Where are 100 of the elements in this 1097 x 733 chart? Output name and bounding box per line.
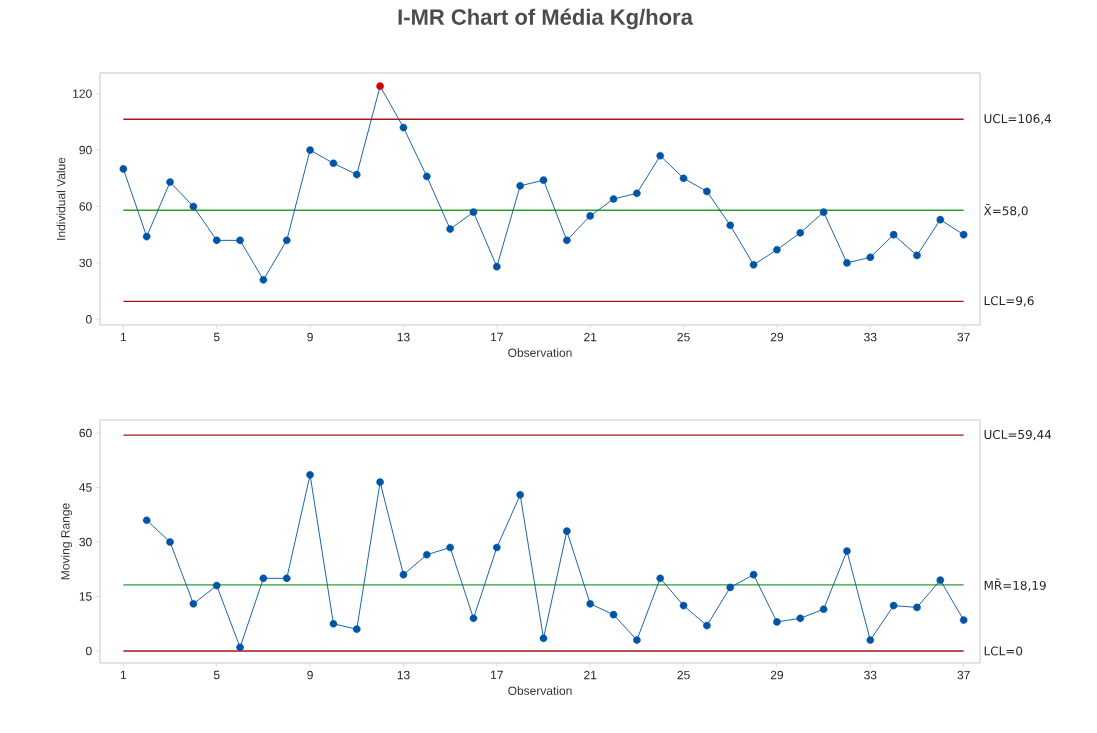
x-tick-label: 13 [397, 670, 410, 680]
point [679, 601, 688, 610]
point [609, 610, 618, 619]
point [563, 527, 571, 535]
point [212, 236, 221, 245]
point [913, 251, 921, 260]
y-axis-title: Moving Range [60, 503, 72, 580]
point [959, 230, 968, 239]
point [166, 538, 174, 546]
ref-line-label: UCL=59,44 [984, 429, 1052, 441]
point [889, 230, 898, 239]
point [376, 82, 384, 90]
ref-line-label: X̄=58,0 [983, 204, 1028, 217]
point [609, 195, 618, 203]
x-tick-label: 17 [491, 670, 503, 680]
point [913, 603, 921, 612]
chart-title: I-MR Chart of Média Kg/hora [398, 8, 694, 30]
y-tick-label: 30 [79, 258, 92, 268]
ref-line-label: MR̄=18,19 [984, 578, 1046, 592]
x-tick-label: 33 [864, 670, 877, 680]
y-axis-title: Individual Value [56, 157, 66, 240]
point [843, 547, 851, 555]
x-tick-label: 21 [584, 670, 597, 680]
point [936, 215, 945, 224]
x-tick-label: 21 [584, 332, 597, 342]
point [843, 259, 851, 267]
x-tick-label: 29 [770, 670, 784, 680]
point [749, 261, 758, 269]
point [423, 172, 431, 181]
y-tick-label: 60 [79, 428, 92, 438]
x-tick-label: 25 [677, 332, 690, 342]
ref-line-label: LCL=0 [984, 646, 1023, 656]
point [633, 189, 641, 198]
x-tick-label: 5 [213, 332, 220, 342]
point [399, 570, 408, 579]
x-tick-label: 29 [770, 332, 784, 342]
point [563, 236, 571, 245]
point [189, 599, 198, 608]
point [539, 176, 548, 184]
y-tick-label: 15 [79, 592, 92, 601]
ref-line-label: LCL=9,6 [984, 296, 1034, 307]
point [189, 202, 198, 211]
point [469, 208, 478, 216]
point [212, 581, 221, 590]
point [423, 550, 431, 559]
point [656, 574, 665, 583]
point [726, 583, 735, 592]
x-tick-label: 9 [307, 670, 313, 680]
point [446, 225, 454, 233]
y-tick-label: 60 [79, 202, 92, 211]
point [352, 625, 361, 634]
x-tick-label: 33 [864, 332, 877, 342]
point [703, 187, 711, 196]
point [726, 221, 735, 230]
point [633, 636, 641, 644]
point [469, 614, 478, 623]
point [516, 491, 524, 499]
y-tick-label: 30 [79, 537, 92, 547]
x-tick-label: 1 [120, 332, 127, 342]
point [819, 208, 828, 216]
x-tick-label: 9 [307, 332, 313, 342]
point [166, 178, 174, 186]
point [446, 543, 454, 552]
point [959, 616, 968, 624]
point [866, 636, 875, 644]
point [142, 516, 151, 525]
point [142, 232, 151, 241]
point [936, 576, 945, 584]
point [259, 276, 268, 284]
point [329, 619, 338, 628]
point [493, 543, 501, 552]
point [749, 570, 758, 579]
point [236, 643, 244, 652]
x-tick-label: 25 [677, 670, 690, 680]
point [282, 236, 291, 245]
point [493, 262, 501, 271]
point [399, 123, 408, 132]
x-tick-label: 1 [120, 670, 127, 680]
point [796, 614, 805, 623]
point [516, 182, 524, 190]
x-tick-label: 17 [491, 332, 503, 342]
point [819, 605, 828, 614]
point [376, 478, 384, 486]
x-tick-label: 37 [957, 332, 970, 342]
point [773, 618, 781, 626]
y-tick-label: 120 [73, 89, 92, 98]
point [773, 245, 781, 254]
point [259, 574, 268, 583]
y-tick-label: 45 [79, 483, 92, 492]
point [796, 229, 805, 237]
point [306, 146, 314, 154]
point [679, 174, 688, 183]
point [866, 253, 875, 262]
point [889, 601, 898, 610]
point [586, 599, 594, 608]
point [656, 151, 665, 160]
point [236, 236, 244, 245]
x-axis-title: Observation [508, 348, 572, 357]
y-tick-label: 0 [86, 315, 92, 324]
y-tick-label: 90 [79, 145, 92, 155]
